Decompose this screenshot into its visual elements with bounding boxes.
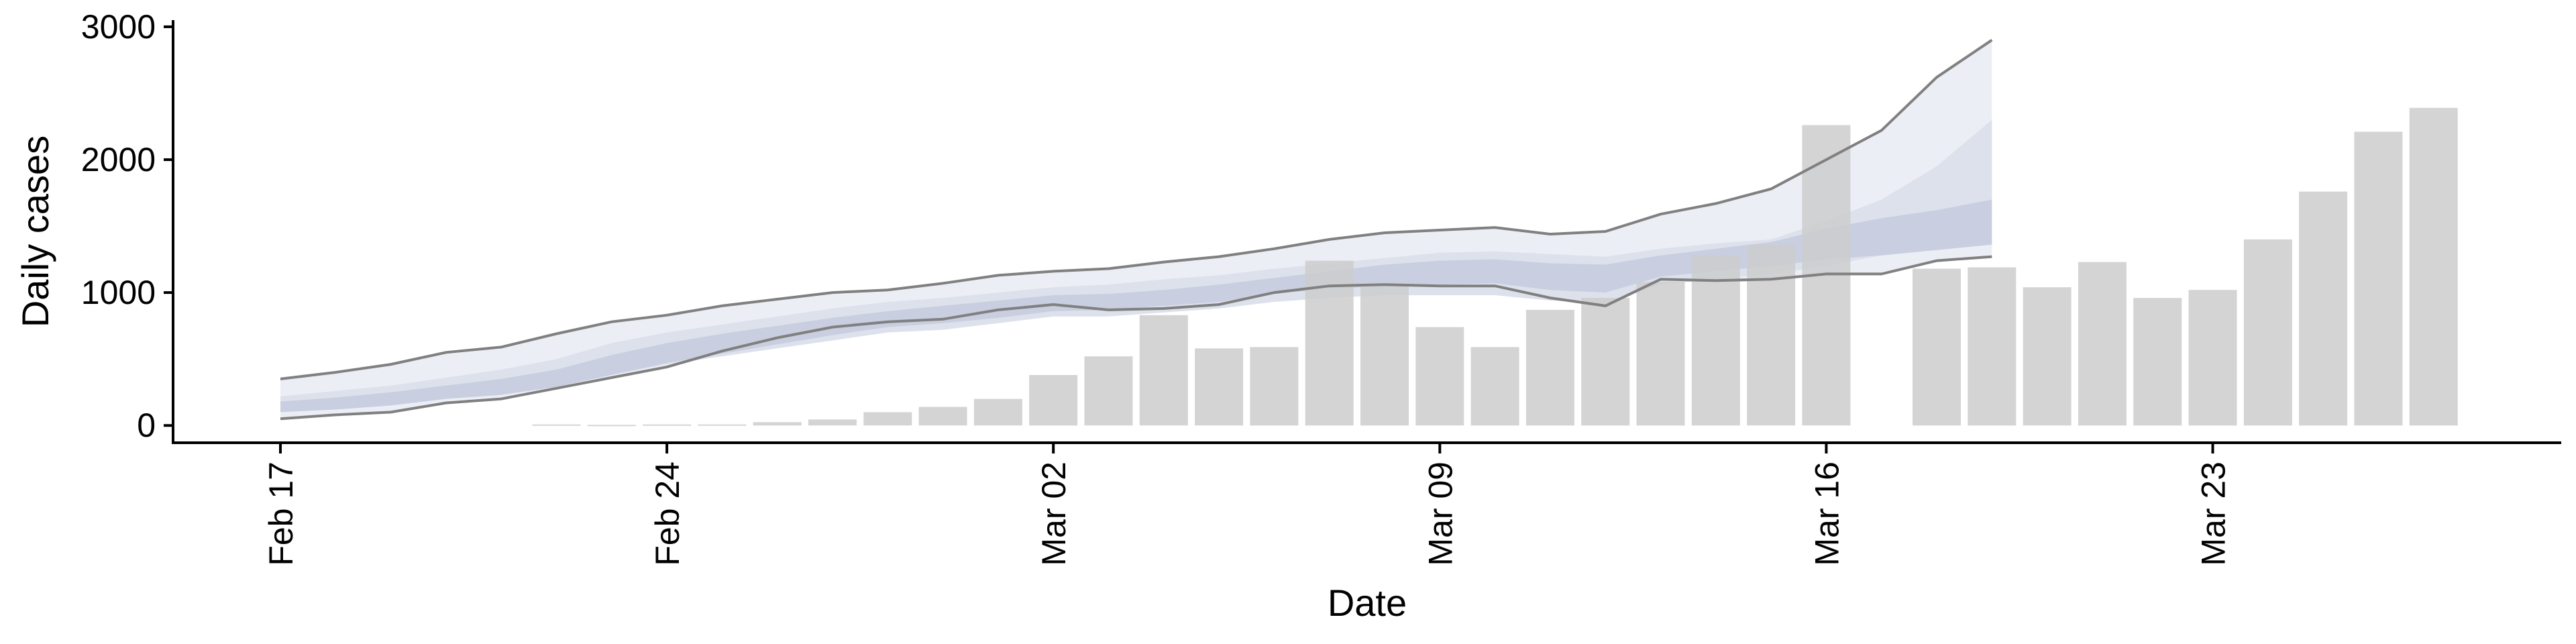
case-bars — [532, 107, 2458, 427]
estimate-bands — [280, 40, 1992, 419]
y-ticks: 0 1000 2000 3000 — [81, 8, 173, 444]
case-bar — [1250, 347, 1299, 426]
case-bar — [1195, 348, 1244, 426]
y-tick-label: 1000 — [81, 274, 156, 311]
case-bar — [863, 412, 912, 426]
case-bar — [2133, 298, 2182, 426]
y-axis-title: Daily cases — [14, 136, 56, 327]
case-bar — [1470, 347, 1519, 426]
x-tick-label: Mar 09 — [1421, 462, 1459, 566]
y-tick-label: 0 — [137, 407, 156, 444]
x-axis-title: Date — [1328, 582, 1407, 624]
x-tick-label: Feb 24 — [649, 462, 686, 566]
case-bar — [1913, 268, 1961, 426]
upper-bound-line — [280, 39, 1993, 380]
x-ticks: Feb 17 Feb 24 Mar 02 Mar 09 Mar 16 Mar 23 — [262, 443, 2233, 566]
case-bar — [1968, 267, 2017, 426]
case-bar — [753, 422, 802, 426]
case-bar — [2023, 287, 2072, 426]
case-bar — [1415, 327, 1464, 426]
case-bar — [532, 424, 581, 426]
case-bar — [2243, 239, 2292, 426]
case-bar — [2409, 107, 2458, 426]
case-bar — [1691, 255, 1740, 426]
x-tick-label: Mar 02 — [1035, 462, 1073, 566]
case-bar — [1360, 283, 1409, 426]
case-bar — [1525, 309, 1574, 426]
x-tick-label: Mar 16 — [1808, 462, 1845, 566]
estimate-bound-lines — [280, 39, 1993, 421]
case-bar — [587, 425, 636, 427]
case-bar — [1581, 298, 1630, 426]
case-bar — [2299, 191, 2348, 426]
case-bar — [698, 424, 747, 426]
case-bar — [1139, 315, 1188, 426]
axes — [172, 20, 2561, 444]
x-tick-label: Feb 17 — [262, 462, 300, 566]
case-bar — [643, 424, 692, 426]
case-bar — [2188, 290, 2237, 426]
x-tick-label: Mar 23 — [2195, 462, 2233, 566]
y-tick-label: 2000 — [81, 141, 156, 178]
case-bar — [918, 407, 967, 426]
case-bar — [973, 398, 1022, 426]
core-interval-band — [280, 199, 1992, 413]
lower-bound-line — [280, 255, 1992, 421]
case-bar — [1029, 375, 1078, 426]
case-bar — [808, 419, 857, 426]
case-bar — [1747, 244, 1796, 426]
outer-interval-band — [280, 40, 1992, 419]
case-bar — [1084, 356, 1133, 426]
case-bar — [1636, 282, 1685, 426]
case-bar — [2354, 131, 2403, 426]
case-bar — [2078, 262, 2127, 426]
y-tick-label: 3000 — [81, 8, 156, 46]
